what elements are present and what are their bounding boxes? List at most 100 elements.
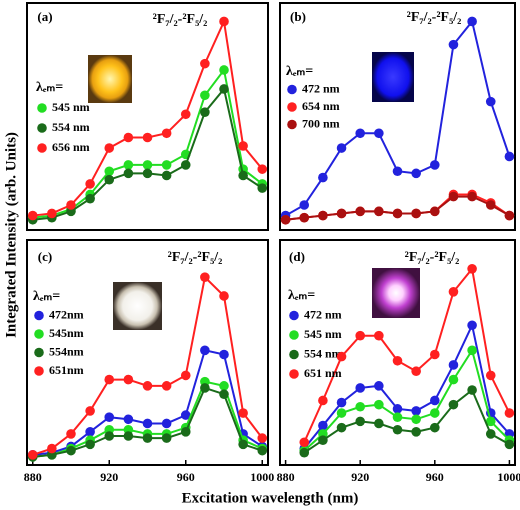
data-point [104,166,115,177]
x-tick-label: 1000 [250,470,274,484]
legend-marker [289,369,299,379]
data-point [161,128,172,139]
data-point [238,408,248,418]
data-point [104,412,115,423]
data-point [142,132,153,143]
data-point [200,58,210,69]
legend-marker [34,347,44,358]
x-tick-label: 880 [277,470,295,484]
sample-photo [113,282,162,330]
data-point [355,330,365,341]
data-point [123,431,134,441]
data-point [47,208,57,219]
data-point [180,410,191,420]
x-tick-label: 960 [177,470,195,484]
data-point [430,408,440,418]
data-point [485,370,496,381]
data-point [200,107,210,117]
x-tick-label: 960 [426,470,444,484]
data-point [299,437,310,448]
panel-frame [26,2,269,231]
data-point [448,39,459,50]
data-point [355,401,365,412]
legend-marker [34,310,44,321]
x-tick-label: 920 [100,470,118,484]
data-point [318,435,328,445]
series-line [303,322,511,450]
data-point [467,345,477,356]
data-point [374,399,384,410]
data-point [85,179,95,189]
data-point [467,264,477,274]
data-point [336,408,347,418]
data-point [142,160,153,170]
data-point [374,330,384,341]
data-point [485,429,496,439]
data-point [85,406,95,416]
data-point [257,445,268,456]
legend-marker [37,123,47,133]
legend-label: 545 nm [304,327,342,341]
data-point [85,439,95,450]
data-point [123,132,134,143]
data-point [123,374,134,385]
data-point [485,200,496,210]
legend-label: 545 nm [52,100,90,114]
data-point [238,439,248,450]
data-point [318,210,328,221]
data-point [161,170,172,181]
panel-label: (c) [38,249,52,264]
data-point [299,447,310,458]
panel-label: (a) [37,9,52,24]
panel-label: (b) [290,9,306,24]
data-point [411,414,421,425]
data-point [180,160,191,170]
data-point [161,418,172,429]
x-tick-label: 880 [24,470,42,484]
data-point [485,416,496,427]
data-point [257,164,268,174]
data-point [318,172,328,183]
data-point [430,349,440,360]
panel-frame [279,2,516,231]
data-point [123,414,134,425]
data-point [448,399,459,410]
data-point [66,445,76,456]
data-point [142,433,153,443]
data-point [104,174,115,185]
data-point [485,96,496,107]
transition-label: ²F₇/₂-²F₅/₂ [153,12,208,27]
transition-label: ²F₇/₂-²F₅/₂ [405,250,460,265]
data-point [448,287,459,297]
data-point [257,433,268,443]
data-point [219,84,229,94]
data-point [374,381,384,391]
data-point [180,370,191,381]
legend-marker [289,349,299,360]
legend-label: 656 nm [52,140,90,154]
data-point [280,214,291,225]
legend-marker [289,330,299,340]
data-point [392,208,403,219]
data-point [430,395,440,406]
data-point [392,424,403,435]
data-point [219,65,229,75]
legend-label: 651nm [49,363,84,377]
panel-frame [279,239,516,466]
data-point [448,191,459,202]
data-point [336,397,347,408]
legend-label: 654 nm [302,99,340,113]
data-point [374,206,384,217]
sample-photo [372,268,420,318]
x-axis-label: Excitation wavelength (nm) [182,490,359,506]
data-point [504,439,515,450]
sample-photo [372,52,414,102]
data-point [355,128,365,139]
data-point [104,431,115,441]
data-point [200,90,210,101]
data-point [123,160,134,170]
data-point [161,433,172,443]
data-point [318,420,328,431]
data-point [66,200,76,210]
data-point [467,385,477,395]
